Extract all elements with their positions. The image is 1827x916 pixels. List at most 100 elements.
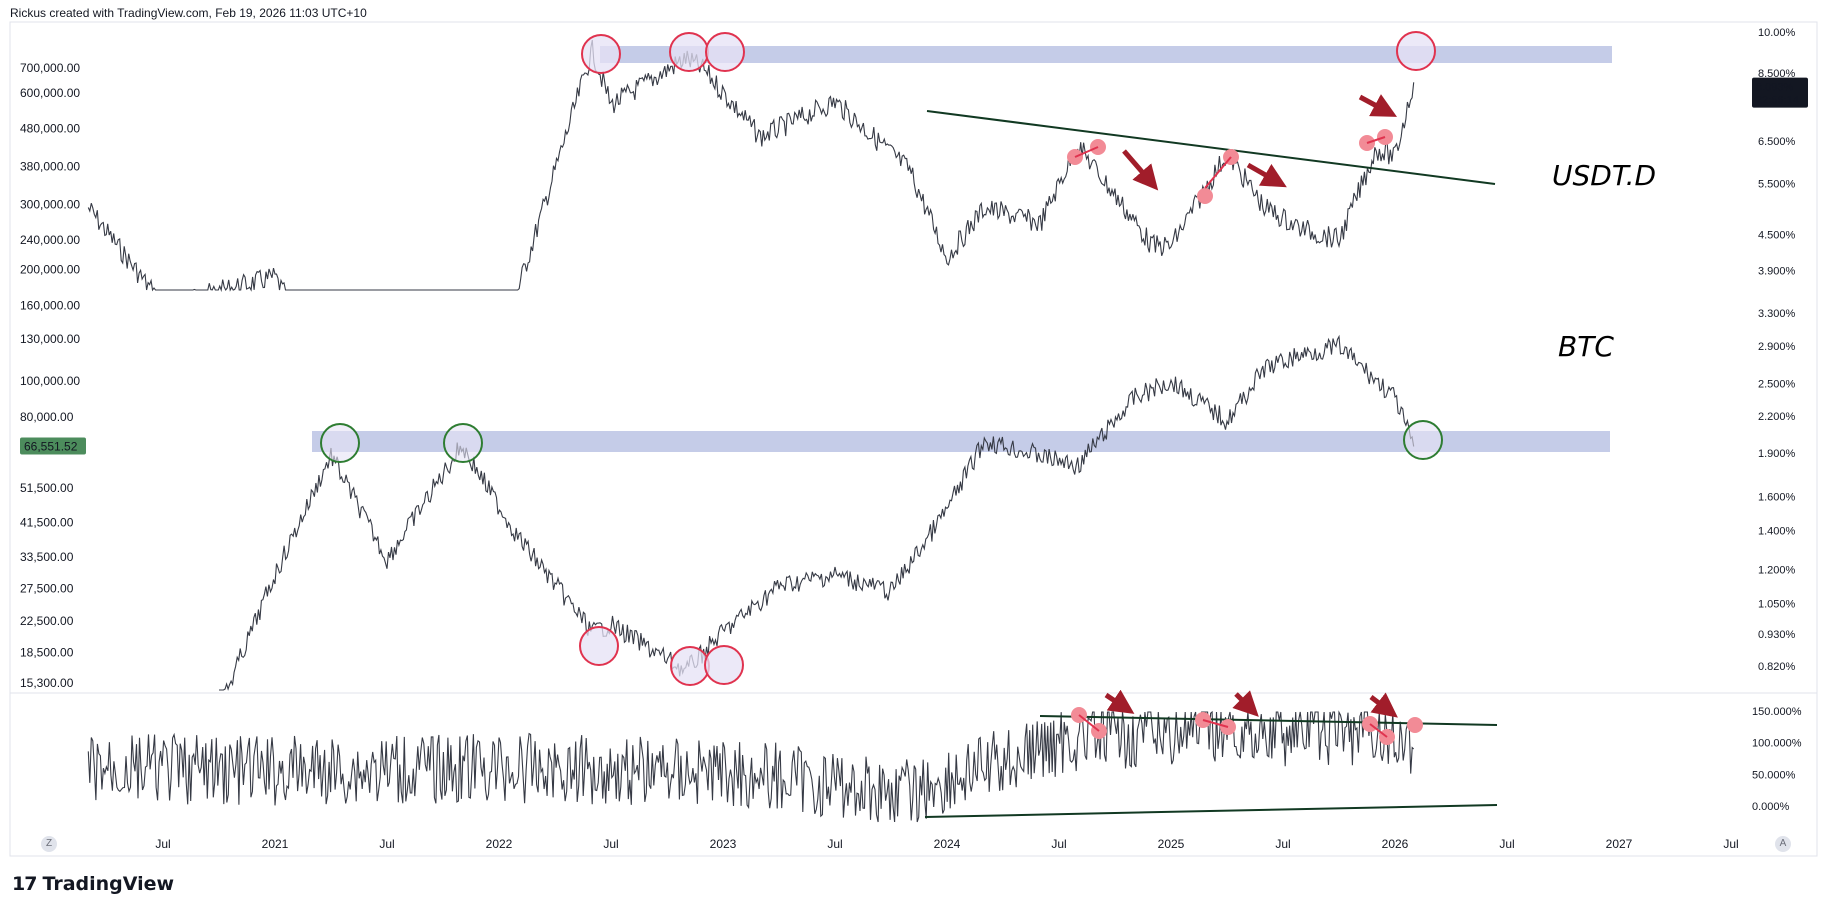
left-axis-tick-label: 130,000.00 [20, 332, 80, 346]
right-axis-tick-label: 2.500% [1758, 378, 1796, 390]
tradingview-brand[interactable]: 17 TradingView [12, 873, 174, 895]
up-strokes [1074, 136, 1388, 738]
x-axis-tick-label: Jul [603, 837, 618, 851]
right-axis-tick-label: 6.500% [1758, 136, 1796, 148]
btc-price-badge-text: 66,551.52 [24, 440, 78, 454]
trend-arrows [1104, 94, 1398, 718]
right-axis-tick-label: 2.900% [1758, 341, 1796, 353]
right-axis-tick-label: 1.600% [1758, 492, 1796, 504]
left-axis-tick-label: 480,000.00 [20, 122, 80, 136]
usdt-d-descending-trendline[interactable] [926, 110, 1496, 185]
left-axis-tick-label: 380,000.00 [20, 159, 80, 173]
indicator-axis-tick-label: 50.000% [1752, 769, 1796, 781]
btc-line [219, 334, 1415, 691]
resistance-zone-band [600, 46, 1612, 63]
right-axis-tick-label: 1.050% [1758, 598, 1796, 610]
countdown-text: 22:56:14 [1756, 95, 1799, 107]
left-axis-tick-label: 200,000.00 [20, 263, 80, 277]
right-axis-tick-label: 1.200% [1758, 564, 1796, 576]
x-axis-tick-label: Jul [155, 837, 170, 851]
btc-support-circle [443, 423, 483, 463]
indicator-pane-frame [9, 692, 1818, 857]
right-axis-tick-label: 2.200% [1758, 411, 1796, 423]
indicator-upper-trendline[interactable] [1039, 715, 1498, 726]
indicator-axis-tick-label: 150.000% [1752, 706, 1802, 718]
x-axis-tick-label: 2026 [1382, 837, 1409, 851]
x-axis-tick-label: Jul [1723, 837, 1738, 851]
usdt-d-line [87, 39, 1415, 293]
left-axis-tick-label: 240,000.00 [20, 233, 80, 247]
x-axis-tick-label: 2021 [262, 837, 289, 851]
btc-bottom-circle [670, 646, 710, 686]
usdt-d-peak-circle [581, 34, 621, 74]
usdt-d-price-badge-text: 8.093% [1756, 82, 1794, 94]
right-axis-tick-label: 10.00% [1758, 27, 1796, 39]
left-axis-tick-label: 15,300.00 [20, 676, 74, 690]
btc-bottom-circle [579, 626, 619, 666]
left-axis-tick-label: 41,500.00 [20, 515, 74, 529]
tradingview-logo-icon: 17 [12, 873, 37, 895]
right-axis-tick-label: 1.900% [1758, 448, 1796, 460]
down-arrow [1122, 149, 1159, 191]
right-axis-tick-label: 3.900% [1758, 266, 1796, 278]
usdt-d-peak-circle [1396, 31, 1436, 71]
down-arrow [1358, 94, 1398, 117]
left-axis-tick-label: 27,500.00 [20, 582, 74, 596]
btc-bottom-circle [704, 645, 744, 685]
support-circles [320, 420, 1443, 463]
x-axis-tick-label: 2027 [1606, 837, 1633, 851]
down-arrow [1369, 692, 1398, 718]
down-arrow [1232, 690, 1259, 717]
x-axis-tick-label: 2024 [934, 837, 961, 851]
x-axis-tick-label: 2022 [486, 837, 513, 851]
auto-scale-button[interactable]: Z [41, 836, 57, 852]
indicator-axis-tick-label: 100.000% [1752, 738, 1802, 750]
brand-name: TradingView [42, 873, 175, 895]
btc-support-circle [320, 423, 360, 463]
usdt-d-annotation: USDT.D [1552, 159, 1656, 192]
indicator-axis-tick-label: 0.000% [1752, 801, 1790, 813]
auto-scale-right-button[interactable]: A [1775, 836, 1791, 852]
usdt-d-peak-circle [669, 32, 709, 72]
top-circles [579, 31, 1436, 686]
usdt-d-peak-circle [705, 32, 745, 72]
left-axis-tick-label: 160,000.00 [20, 298, 80, 312]
x-axis-tick-label: Jul [1499, 837, 1514, 851]
x-axis-tick-label: 2025 [1158, 837, 1185, 851]
x-axis-tick-label: Jul [827, 837, 842, 851]
pivot-dot [1197, 188, 1213, 204]
down-arrow [1246, 162, 1287, 188]
btc-support-circle [1403, 420, 1443, 460]
support-zone-band [312, 431, 1610, 452]
x-axis-tick-label: Jul [1275, 837, 1290, 851]
right-axis-tick-label: 0.930% [1758, 629, 1796, 641]
x-axis-tick-label: Jul [379, 837, 394, 851]
right-axis-tick-label: 0.820% [1758, 661, 1796, 673]
left-axis-tick-label: 33,500.00 [20, 550, 74, 564]
btc-annotation: BTC [1558, 330, 1614, 363]
indicator-lower-trendline[interactable] [924, 804, 1498, 818]
left-axis-tick-label: 51,500.00 [20, 481, 74, 495]
btc-price-badge [20, 437, 86, 455]
left-axis-tick-label: 22,500.00 [20, 614, 74, 628]
indicator-line [87, 710, 1415, 823]
x-axis-tick-label: Jul [1051, 837, 1066, 851]
right-axis-tick-label: 8.500% [1758, 68, 1796, 80]
left-axis-tick-label: 600,000.00 [20, 86, 80, 100]
down-arrow [1104, 689, 1135, 714]
usdt-d-price-badge [1752, 77, 1808, 108]
pivot-dot [1407, 717, 1423, 733]
right-axis-tick-label: 5.500% [1758, 179, 1796, 191]
left-axis-tick-label: 700,000.00 [20, 61, 80, 75]
right-axis-tick-label: 3.300% [1758, 308, 1796, 320]
left-axis-tick-label: 100,000.00 [20, 374, 80, 388]
left-axis-tick-label: 18,500.00 [20, 645, 74, 659]
chart-header: Rickus created with TradingView.com, Feb… [10, 6, 367, 20]
left-axis-tick-label: 300,000.00 [20, 197, 80, 211]
main-pane-frame [9, 21, 1818, 694]
x-axis-tick-label: 2023 [710, 837, 737, 851]
right-axis-tick-label: 1.400% [1758, 525, 1796, 537]
left-axis-tick-label: 80,000.00 [20, 410, 74, 424]
right-axis-tick-label: 4.500% [1758, 229, 1796, 241]
